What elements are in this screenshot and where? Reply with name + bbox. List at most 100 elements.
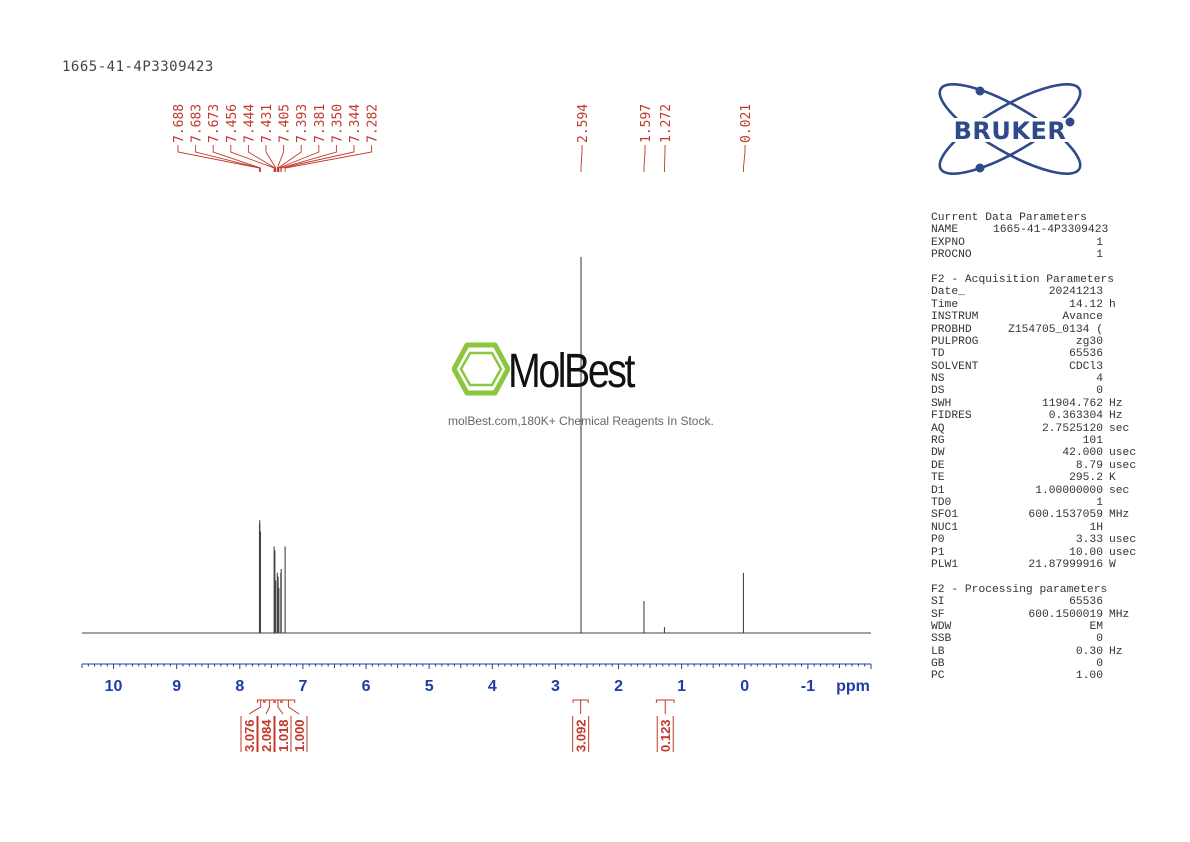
bruker-wordmark: BRUKER	[954, 117, 1067, 145]
param-value: 20241213	[1048, 286, 1103, 299]
param-name: FIDRES	[931, 410, 972, 423]
peak-label: 7.683	[190, 104, 205, 143]
param-name: Time	[931, 298, 959, 311]
x-tick-label: 2	[614, 678, 623, 695]
sample-id: 1665-41-4P3309423	[62, 59, 214, 75]
param-name: EXPNO	[931, 236, 965, 249]
peak-label-leader	[278, 145, 320, 172]
param-value: EM	[1089, 620, 1103, 633]
param-row: SI 65536	[931, 596, 1171, 608]
bruker-logo: BRUKER	[918, 82, 1103, 181]
param-name: GB	[931, 658, 945, 671]
param-name: Date_	[931, 286, 965, 299]
param-row: FIDRES 0.363304 Hz	[931, 410, 1171, 422]
param-value: 11904.762	[1041, 397, 1103, 410]
param-name: AQ	[931, 422, 945, 435]
peak-label: 7.344	[348, 104, 363, 143]
x-tick-label: 1	[677, 678, 686, 695]
param-name: SF	[931, 608, 945, 621]
param-row: PROBHD Z154705_0134 (	[931, 324, 1171, 336]
x-tick-label: -1	[801, 678, 815, 695]
peak-label-leader	[277, 145, 302, 172]
param-row: Time 14.12 h	[931, 299, 1171, 311]
x-tick-label: 4	[488, 678, 497, 695]
x-axis-label: ppm	[836, 678, 870, 695]
param-name: LB	[931, 645, 945, 658]
param-name: P0	[931, 534, 945, 547]
peak-label: 0.021	[739, 104, 754, 143]
integral-leader	[248, 700, 262, 715]
param-value: 0	[1096, 658, 1103, 671]
peak-label-leader	[247, 145, 276, 172]
peak-label: 7.456	[225, 104, 240, 143]
param-unit: MHz	[1109, 608, 1130, 621]
param-unit: sec	[1109, 422, 1130, 435]
param-row: P1 10.00 usec	[931, 547, 1171, 559]
param-row: PLW1 21.87999916 W	[931, 559, 1171, 571]
param-row: DE 8.79 usec	[931, 460, 1171, 472]
param-name: WDW	[931, 620, 952, 633]
peak-label-leader	[230, 145, 275, 172]
param-row: TD 65536	[931, 348, 1171, 360]
integral-value: 2.084	[259, 719, 274, 752]
param-row: GB 0	[931, 658, 1171, 670]
param-name: SFO1	[931, 509, 959, 522]
param-unit: W	[1109, 558, 1116, 571]
param-row: LB 0.30 Hz	[931, 646, 1171, 658]
param-name: PC	[931, 670, 945, 683]
param-value: 1H	[1089, 521, 1103, 534]
param-value: 600.1537059	[1028, 509, 1103, 522]
param-value: 10.00	[1069, 546, 1103, 559]
param-row: AQ 2.7525120 sec	[931, 423, 1171, 435]
peak-label: 7.444	[242, 104, 257, 143]
peak-label-leader	[664, 145, 666, 172]
param-row: NAME 1665-41-4P3309423	[931, 224, 1171, 236]
param-name: TD	[931, 348, 945, 361]
param-row: PROCNO 1	[931, 249, 1171, 261]
param-value: 21.87999916	[1028, 558, 1103, 571]
peak-label: 7.393	[295, 104, 310, 143]
param-unit: usec	[1109, 546, 1137, 559]
param-name: NAME	[931, 224, 959, 237]
param-name: TE	[931, 472, 945, 485]
param-row: Date_ 20241213	[931, 286, 1171, 298]
param-row: DS 0	[931, 385, 1171, 397]
param-row: NS 4	[931, 373, 1171, 385]
param-name: DE	[931, 459, 945, 472]
x-tick-label: 9	[172, 678, 181, 695]
param-value: 0	[1096, 633, 1103, 646]
param-row: TD0 1	[931, 497, 1171, 509]
peak-label-leader	[284, 145, 373, 172]
x-tick-label: 0	[740, 678, 749, 695]
peak-label-leader	[265, 145, 277, 172]
x-tick-label: 5	[425, 678, 434, 695]
param-value: 0.363304	[1048, 410, 1103, 423]
param-value: 42.000	[1062, 447, 1103, 460]
param-unit: h	[1109, 298, 1116, 311]
param-unit: Hz	[1109, 410, 1123, 423]
param-value: 8.79	[1075, 459, 1103, 472]
param-name: RG	[931, 435, 945, 448]
param-value: 600.1500019	[1028, 608, 1103, 621]
param-value: 1	[1096, 496, 1103, 509]
param-value: 1.00000000	[1035, 484, 1103, 497]
param-value: Avance	[1062, 311, 1103, 324]
x-tick-label: 3	[551, 678, 560, 695]
param-name: DW	[931, 447, 945, 460]
param-value: 295.2	[1069, 472, 1103, 485]
param-name: SOLVENT	[931, 360, 979, 373]
peak-label: 7.688	[172, 104, 187, 143]
integral-value: 1.018	[276, 719, 291, 752]
peak-label-leader	[643, 145, 646, 172]
param-value: 1665-41-4P3309423	[993, 224, 1109, 237]
param-value: zg30	[1075, 335, 1103, 348]
peak-label: 7.381	[313, 104, 328, 143]
param-value: 0.30	[1075, 645, 1103, 658]
param-name: PROCNO	[931, 249, 972, 262]
param-unit: K	[1109, 472, 1116, 485]
integral-leader	[287, 700, 300, 715]
param-row: SWH 11904.762 Hz	[931, 398, 1171, 410]
param-value: 65536	[1069, 596, 1103, 609]
param-row: TE 295.2 K	[931, 472, 1171, 484]
